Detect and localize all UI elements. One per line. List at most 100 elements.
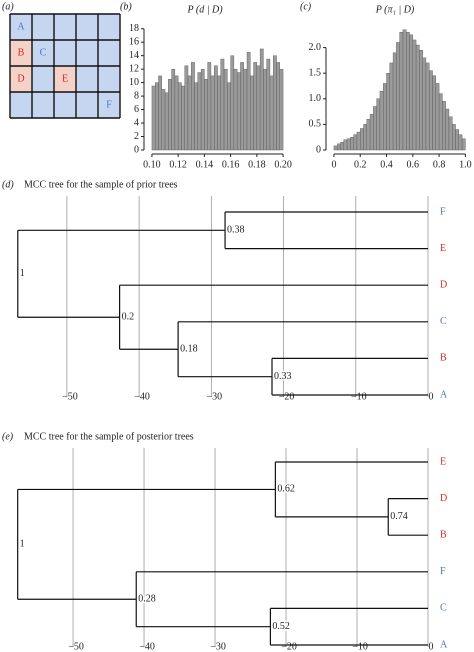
tip-label: C [440, 603, 447, 614]
bar [458, 134, 463, 151]
bar [340, 142, 344, 151]
bar [448, 116, 453, 151]
bar [259, 48, 264, 151]
support-label: 0.18 [180, 344, 198, 355]
support-label: 0.74 [390, 511, 408, 522]
tip-label: C [440, 316, 447, 327]
x-tick-label: −40 [134, 391, 150, 402]
bar [240, 62, 244, 151]
tip-label: F [440, 206, 446, 217]
bar [266, 58, 271, 151]
support-label: 0.33 [274, 371, 292, 382]
bar [399, 32, 404, 151]
bar [363, 124, 367, 151]
bar [214, 65, 218, 151]
panel-label: (c) [300, 1, 312, 12]
cell-label: D [17, 73, 24, 84]
bar [419, 49, 423, 151]
tip-label: D [440, 493, 447, 504]
y-tick-label: 8 [134, 90, 139, 101]
x-tick-label: 0.16 [222, 159, 240, 170]
cell-label: A [17, 21, 25, 32]
bar [406, 32, 410, 151]
bar [455, 129, 459, 151]
x-tick-label: 0.12 [169, 159, 187, 170]
bar [273, 55, 277, 151]
bar [409, 34, 413, 151]
bar [233, 68, 238, 151]
bar [366, 119, 371, 151]
bar [253, 62, 258, 151]
bar [412, 39, 417, 151]
bar [415, 44, 420, 151]
highlight-cell [10, 66, 32, 92]
bar [425, 62, 430, 151]
bar [161, 89, 166, 151]
bar [197, 72, 202, 151]
cell-label: E [62, 73, 68, 84]
bar [386, 72, 390, 151]
bar [383, 83, 387, 151]
bar [343, 139, 348, 151]
x-tick-label: 0 [331, 159, 336, 170]
bar [220, 58, 225, 151]
bar [442, 101, 446, 151]
x-tick-label: −10 [351, 391, 367, 402]
bar [177, 82, 182, 151]
bar [191, 62, 195, 151]
bar [333, 145, 338, 151]
bar [210, 75, 215, 151]
x-tick-label: −30 [210, 641, 226, 652]
bar [194, 82, 199, 151]
bar [184, 65, 189, 151]
bar [223, 68, 228, 151]
x-tick-label: 0.6 [407, 159, 420, 170]
highlight-cell [54, 66, 76, 92]
bar [279, 68, 284, 151]
x-tick-label: 0.14 [196, 159, 214, 170]
bar [356, 131, 361, 151]
x-tick-label: −10 [352, 641, 368, 652]
bar [402, 29, 407, 151]
y-tick-label: 14 [129, 50, 139, 61]
bar [276, 62, 280, 151]
highlight-cell [10, 40, 32, 66]
bar [168, 79, 172, 151]
bar [181, 85, 185, 151]
bar [337, 143, 341, 151]
bar [155, 82, 159, 151]
bar [353, 134, 358, 151]
bar [151, 85, 156, 151]
bar [171, 68, 176, 151]
y-tick-label: 12 [129, 63, 139, 74]
bar [429, 70, 433, 151]
support-label: 0.28 [138, 594, 156, 605]
support-label: 0.52 [272, 621, 290, 632]
panel-label: (b) [120, 1, 132, 12]
cell-label: B [18, 47, 25, 58]
y-tick-label: 10 [129, 77, 139, 88]
bar [217, 75, 221, 151]
bar [230, 55, 235, 151]
bar [461, 138, 466, 151]
bar [263, 68, 267, 151]
bar [445, 108, 450, 151]
y-tick-label: 2.0 [309, 42, 322, 53]
bar [243, 68, 248, 151]
tip-label: E [440, 243, 446, 254]
y-tick-label: 0.5 [309, 119, 322, 130]
bar [269, 75, 274, 151]
tip-label: A [440, 639, 448, 650]
x-tick-label: 0.18 [248, 159, 266, 170]
y-tick-label: 0 [316, 144, 321, 155]
y-tick-label: 1.0 [309, 93, 322, 104]
bar [200, 68, 205, 151]
cell-label: F [106, 99, 112, 110]
y-tick-label: 2 [134, 131, 139, 142]
x-tick-label: 0.4 [380, 159, 393, 170]
chart-title: MCC tree for the sample of prior trees [24, 179, 178, 190]
bar [346, 138, 351, 151]
support-label: 0.38 [227, 225, 245, 236]
x-tick-label: 0.8 [433, 159, 446, 170]
